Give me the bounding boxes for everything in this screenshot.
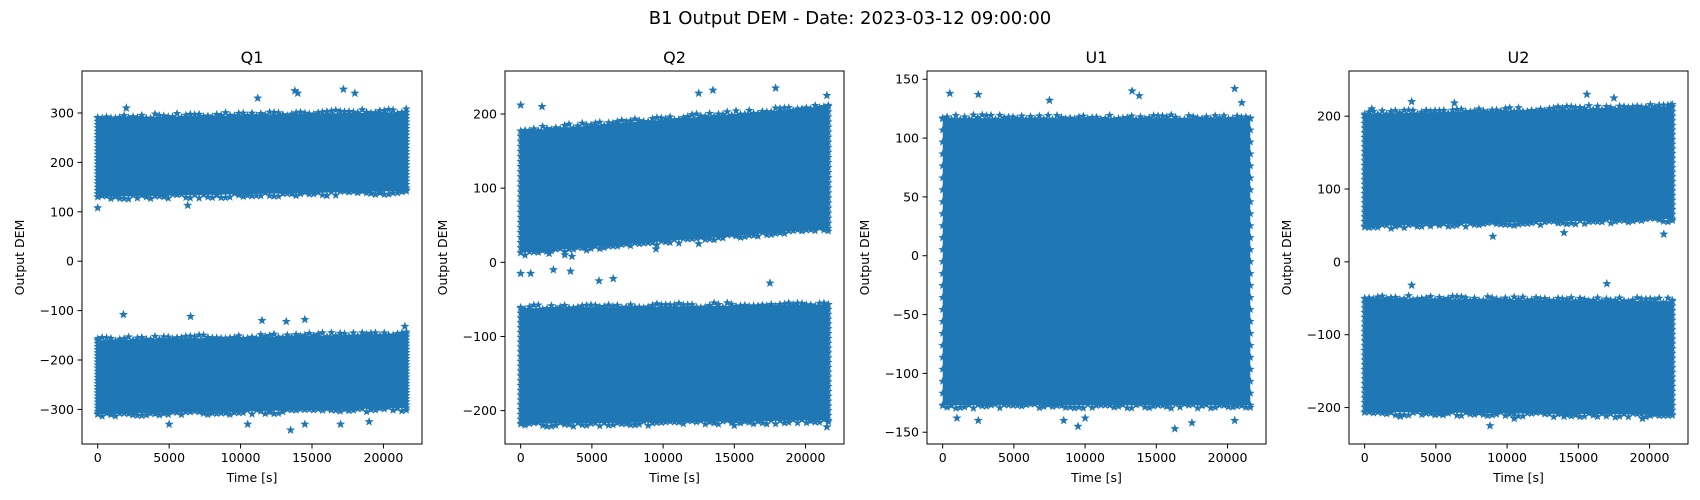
y-tick-label: −100 [1307, 327, 1341, 342]
data-band [98, 112, 407, 197]
y-tick-label: −150 [885, 425, 919, 440]
y-tick-label: 200 [50, 155, 74, 170]
y-tick-label: −200 [40, 353, 74, 368]
data-band [1365, 107, 1673, 227]
x-tick-label: 15000 [1558, 450, 1598, 465]
x-tick-label: 0 [517, 450, 525, 465]
y-axis-label: Output DEM [435, 220, 450, 296]
subplot-title: U1 [1086, 48, 1108, 67]
y-tick-label: −200 [463, 403, 497, 418]
y-tick-label: 200 [473, 107, 497, 122]
x-axis-label: Time [s] [226, 470, 278, 485]
figure-title: B1 Output DEM - Date: 2023-03-12 09:00:0… [649, 8, 1051, 29]
y-tick-label: 100 [50, 204, 74, 219]
y-tick-label: 150 [895, 72, 919, 87]
x-axis-label: Time [s] [1070, 470, 1122, 485]
x-tick-label: 10000 [1487, 450, 1527, 465]
x-tick-label: 20000 [786, 450, 826, 465]
x-tick-label: 5000 [153, 450, 185, 465]
y-tick-label: 100 [895, 131, 919, 146]
y-axis-label: Output DEM [857, 220, 872, 296]
y-axis-label: Output DEM [12, 220, 27, 296]
y-tick-label: −50 [893, 307, 919, 322]
y-tick-label: −100 [40, 303, 74, 318]
x-tick-label: 0 [94, 450, 102, 465]
subplot-title: Q1 [241, 48, 264, 67]
x-tick-label: 15000 [1136, 450, 1176, 465]
x-tick-label: 15000 [714, 450, 754, 465]
x-tick-label: 20000 [1208, 450, 1248, 465]
x-tick-label: 0 [939, 450, 947, 465]
y-axis-label: Output DEM [1279, 220, 1294, 296]
x-tick-label: 5000 [576, 450, 608, 465]
data-band [943, 118, 1251, 405]
y-tick-label: 100 [1317, 182, 1341, 197]
y-tick-label: 0 [911, 248, 919, 263]
scatter-series [938, 84, 1254, 433]
subplot-title: Q2 [663, 48, 686, 67]
y-tick-label: 300 [50, 105, 74, 120]
x-axis-label: Time [s] [1492, 470, 1544, 485]
x-tick-label: 20000 [364, 450, 404, 465]
x-tick-label: 15000 [292, 450, 332, 465]
y-tick-label: −100 [885, 366, 919, 381]
subplot-title: U2 [1508, 48, 1530, 67]
x-tick-label: 10000 [643, 450, 683, 465]
x-tick-label: 5000 [1420, 450, 1452, 465]
y-tick-label: 200 [1317, 109, 1341, 124]
x-tick-label: 10000 [221, 450, 261, 465]
y-tick-label: −300 [40, 402, 74, 417]
y-tick-label: 0 [1333, 254, 1341, 269]
y-tick-label: 0 [66, 254, 74, 269]
data-band [521, 305, 829, 424]
x-tick-label: 20000 [1630, 450, 1670, 465]
x-tick-label: 10000 [1065, 450, 1105, 465]
data-band [1365, 298, 1673, 415]
x-axis-label: Time [s] [648, 470, 700, 485]
x-tick-label: 0 [1361, 450, 1369, 465]
y-tick-label: 100 [473, 181, 497, 196]
y-tick-label: −100 [463, 329, 497, 344]
y-tick-label: 0 [489, 255, 497, 270]
data-band [98, 334, 407, 415]
x-tick-label: 5000 [998, 450, 1030, 465]
y-tick-label: −200 [1307, 400, 1341, 415]
y-tick-label: 50 [903, 189, 919, 204]
